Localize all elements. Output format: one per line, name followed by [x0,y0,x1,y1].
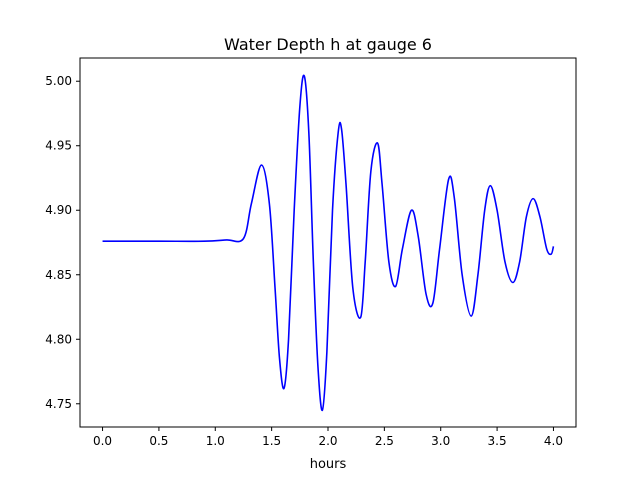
x-tick-label: 1.5 [262,434,281,448]
y-tick-label: 4.90 [45,203,72,217]
y-tick-label: 4.85 [45,268,72,282]
x-tick-label: 2.5 [375,434,394,448]
y-axis-ticks: 4.75 4.80 4.85 4.90 4.95 5.00 [45,74,80,411]
x-tick-label: 3.5 [488,434,507,448]
series-line [102,74,555,412]
x-tick-label: 4.0 [544,434,563,448]
y-tick-label: 4.80 [45,332,72,346]
x-axis-ticks: 0.0 0.5 1.0 1.5 2.0 2.5 3.0 3.5 4.0 [93,427,563,448]
x-tick-label: 1.0 [206,434,225,448]
y-tick-label: 5.00 [45,74,72,88]
x-tick-label: 3.0 [431,434,450,448]
chart-title: Water Depth h at gauge 6 [224,35,432,54]
y-tick-label: 4.75 [45,397,72,411]
plot-area-frame [79,57,577,428]
x-tick-label: 2.0 [318,434,337,448]
x-axis-label: hours [310,457,347,472]
x-tick-label: 0.5 [149,434,168,448]
x-tick-label: 0.0 [93,434,112,448]
y-tick-label: 4.95 [45,139,72,153]
